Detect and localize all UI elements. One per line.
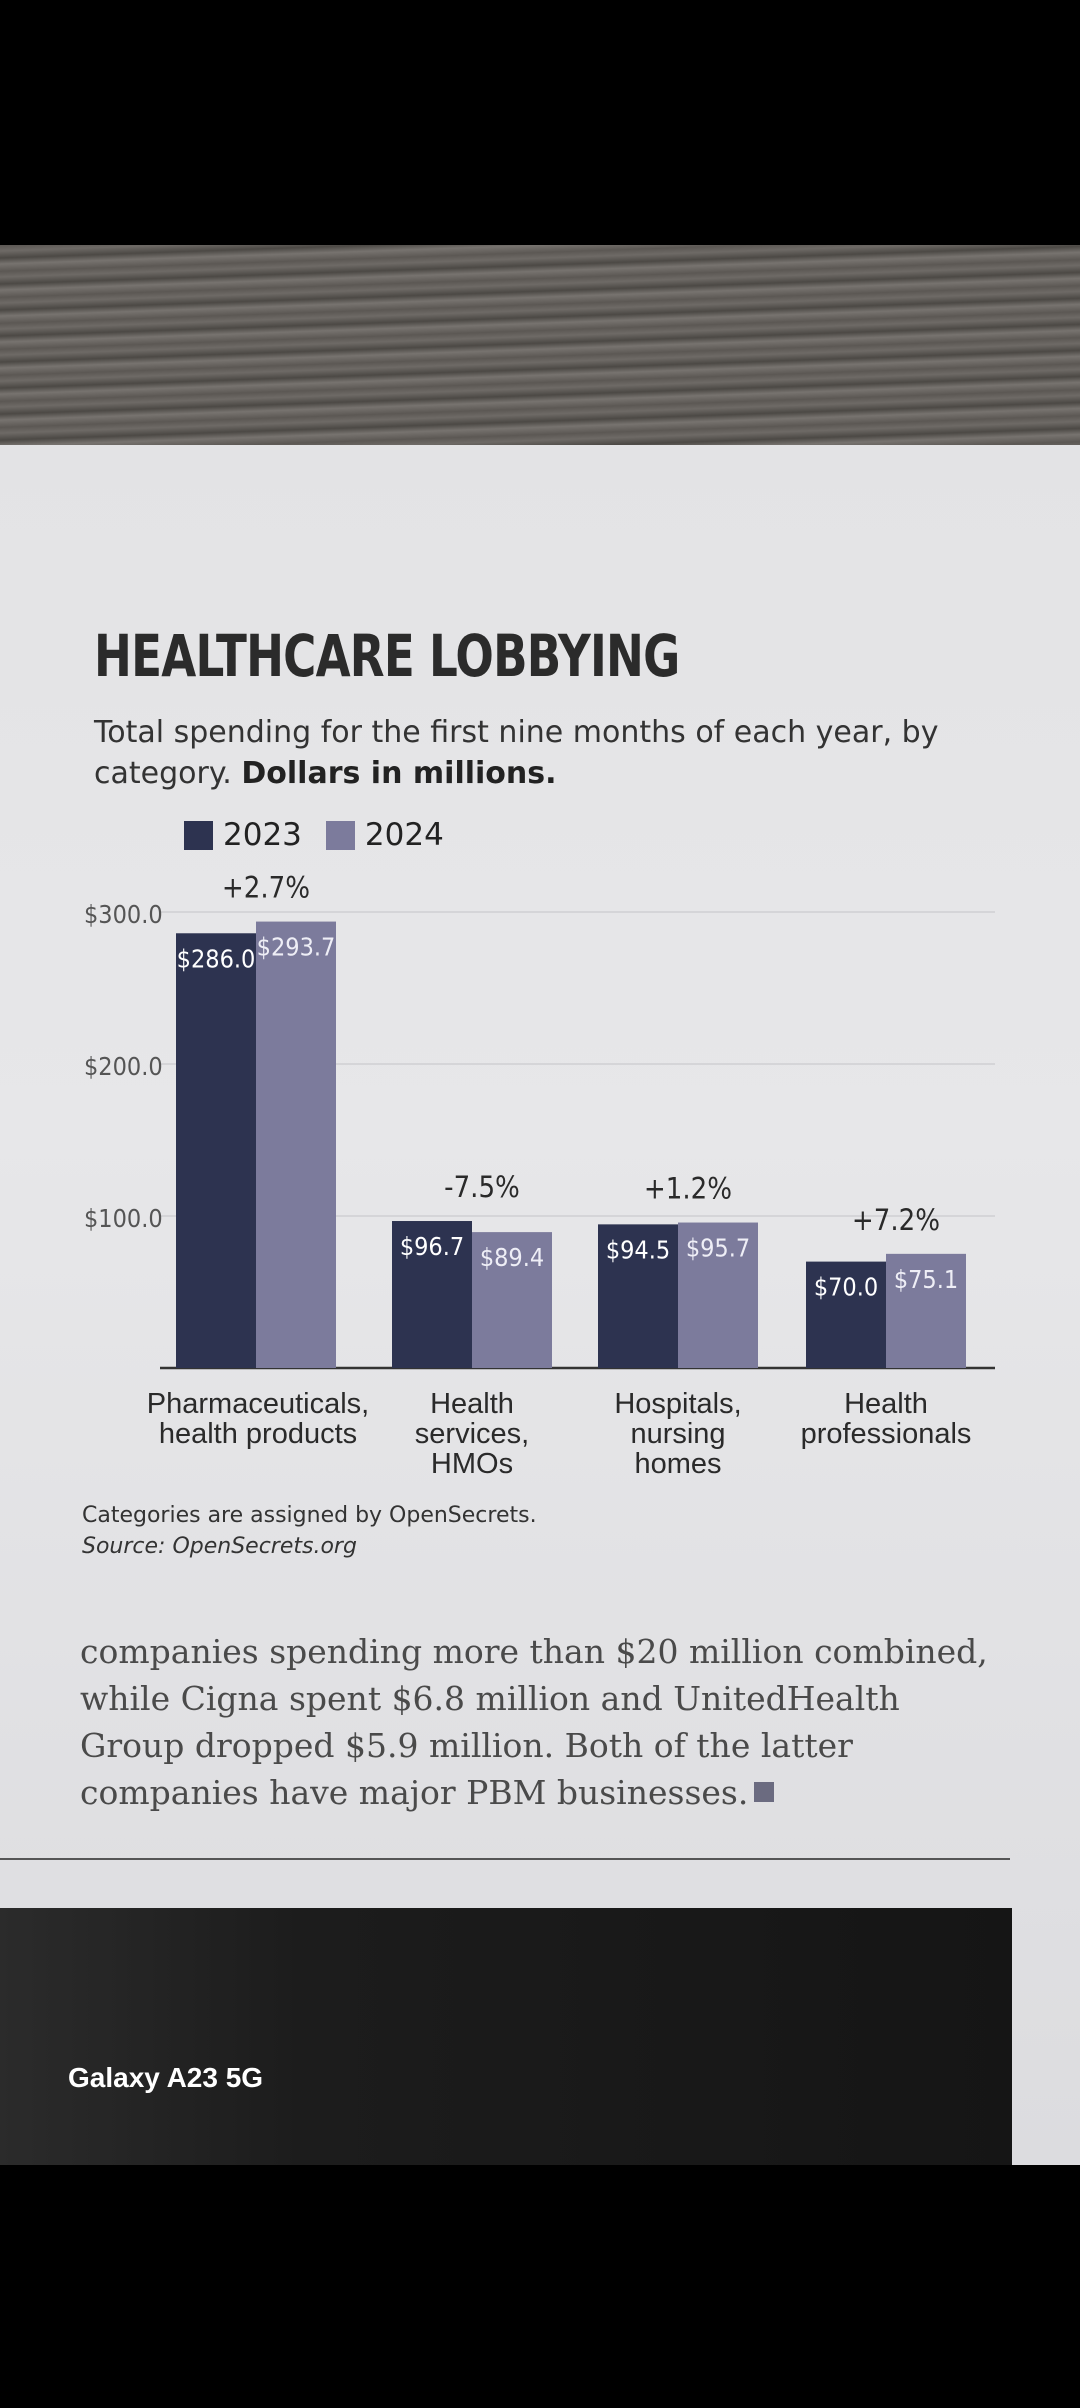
footnote-source: Source: OpenSecrets.org xyxy=(82,1534,357,1559)
bar-value-label: $286.0 xyxy=(177,944,256,973)
bar-2023 xyxy=(806,1261,886,1368)
legend-swatch-2024 xyxy=(325,820,355,850)
category-label: homes xyxy=(634,1448,721,1480)
bar-2024 xyxy=(678,1222,758,1368)
y-tick-label: $300.0 xyxy=(84,900,163,929)
category-label: professionals xyxy=(801,1418,972,1450)
percent-change-label: -7.5% xyxy=(444,1170,520,1204)
chart-title: HEALTHCARE LOBBYING xyxy=(94,622,680,690)
bar-value-label: $75.1 xyxy=(894,1265,958,1294)
category-label: Hospitals, xyxy=(614,1388,741,1420)
article-body: companies spending more than $20 million… xyxy=(80,1628,1010,1816)
bar-2024 xyxy=(256,921,336,1368)
background-wood-photo xyxy=(0,245,1080,465)
background-dark-photo xyxy=(0,1908,1012,2165)
category-label: health products xyxy=(159,1418,357,1450)
legend-label-2024: 2024 xyxy=(364,817,444,853)
bar-2024 xyxy=(472,1232,552,1368)
legend-item-2024: 2024 xyxy=(325,817,444,853)
bar-value-label: $89.4 xyxy=(480,1243,544,1272)
legend-label-2023: 2023 xyxy=(223,817,302,853)
bar-2023 xyxy=(176,933,256,1368)
legend-item-2023: 2023 xyxy=(184,817,302,853)
footnote-note: Categories are assigned by OpenSecrets. xyxy=(82,1503,537,1528)
end-of-article-mark xyxy=(754,1782,775,1802)
category-label: Health xyxy=(844,1388,928,1420)
bar-value-label: $94.5 xyxy=(606,1235,670,1264)
category-label: services, xyxy=(415,1418,529,1450)
bar-value-label: $96.7 xyxy=(400,1232,464,1261)
page-divider xyxy=(0,1858,1010,1860)
bar-2023 xyxy=(598,1224,678,1368)
percent-change-label: +2.7% xyxy=(222,871,310,905)
chart-footnote: Categories are assigned by OpenSecrets. … xyxy=(82,1500,537,1562)
category-label: nursing xyxy=(630,1418,725,1450)
bar-value-label: $70.0 xyxy=(814,1273,878,1302)
percent-change-label: +1.2% xyxy=(644,1172,732,1206)
legend-swatch-2023 xyxy=(184,820,213,850)
y-tick-label: $200.0 xyxy=(84,1052,163,1081)
category-label: Pharmaceuticals, xyxy=(147,1388,369,1420)
bar-2024 xyxy=(886,1253,966,1368)
bar-value-label: $95.7 xyxy=(686,1234,750,1263)
category-label: Health xyxy=(430,1388,514,1420)
article-paragraph: companies spending more than $20 million… xyxy=(80,1632,988,1812)
bar-value-label: $293.7 xyxy=(257,933,336,962)
y-tick-label: $100.0 xyxy=(84,1204,163,1233)
subtitle-units: Dollars in millions. xyxy=(241,756,557,791)
bar-chart: $300.0 $200.0 $100.0 $286.0 $293.7 +2.7% Pharm… xyxy=(84,871,995,1480)
camera-watermark: Galaxy A23 5G xyxy=(68,2062,264,2093)
subtitle-text: Total spending for the first nine months… xyxy=(94,715,939,791)
bar-2023 xyxy=(392,1221,472,1368)
category-label: HMOs xyxy=(431,1448,513,1480)
chart-legend: 2023 2024 xyxy=(184,817,456,853)
percent-change-label: +7.2% xyxy=(852,1203,940,1237)
chart-subtitle: Total spending for the first nine months… xyxy=(94,712,994,794)
